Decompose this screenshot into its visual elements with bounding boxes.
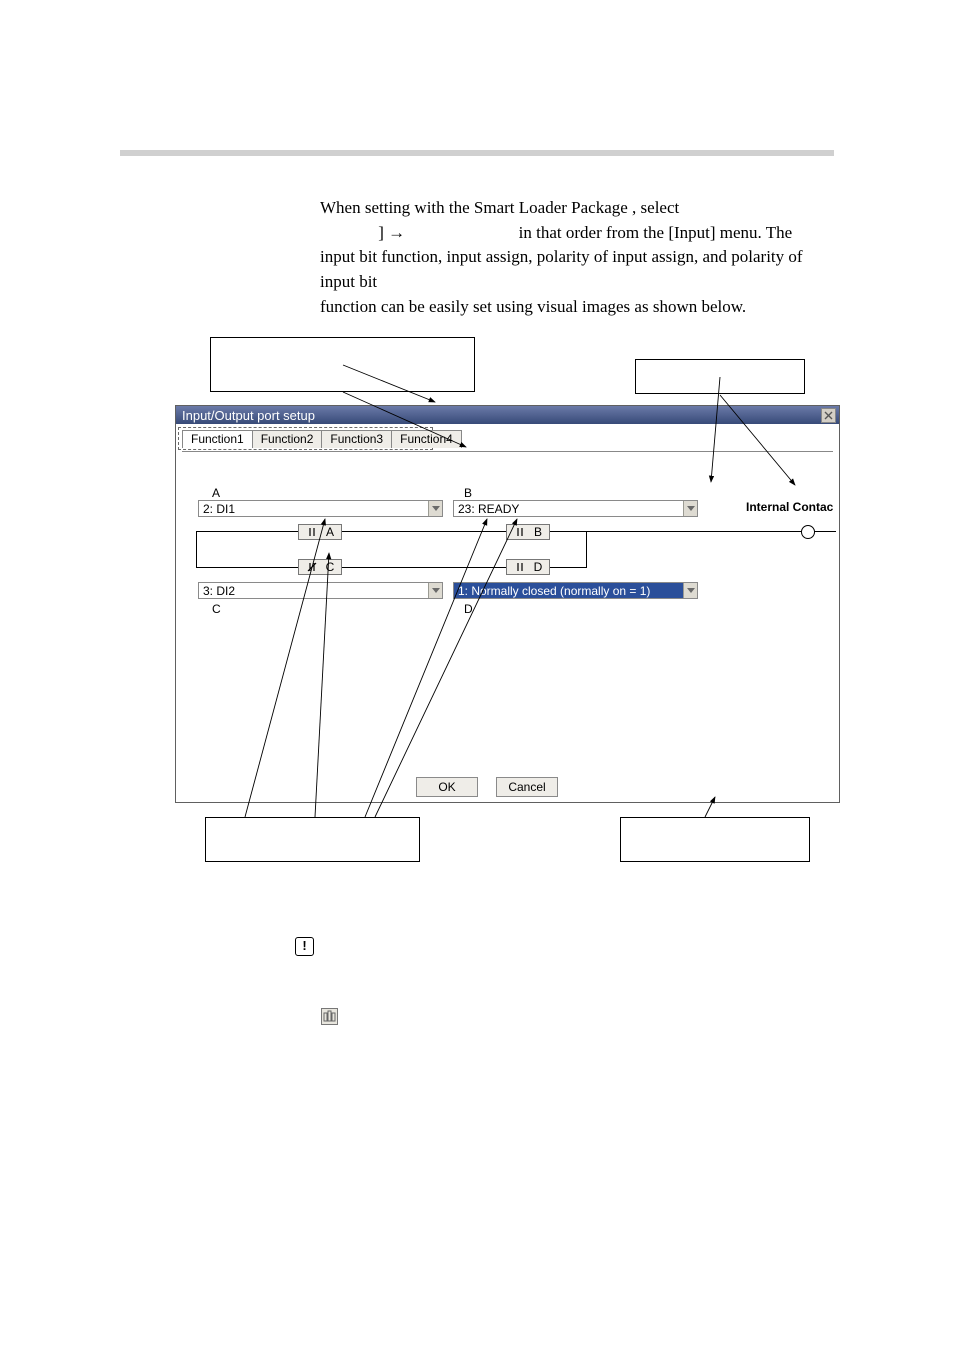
label-b: B <box>464 486 472 500</box>
tab-label: Function4 <box>400 432 453 446</box>
combo-b-value: 23: READY <box>454 501 683 516</box>
chevron-down-icon[interactable] <box>428 501 442 516</box>
io-port-setup-dialog: Input/Output port setup Function1 Functi… <box>175 405 840 803</box>
callout-box-top-left <box>210 337 475 392</box>
close-icon[interactable] <box>821 408 836 423</box>
chevron-down-icon[interactable] <box>428 583 442 598</box>
tab-function4[interactable]: Function4 <box>391 430 462 448</box>
combo-c[interactable]: 3: DI2 <box>198 582 443 599</box>
contact-b-label: B <box>534 525 542 539</box>
top-rule <box>120 150 834 156</box>
combo-a[interactable]: 2: DI1 <box>198 500 443 517</box>
window-icon <box>320 1007 339 1026</box>
combo-a-value: 2: DI1 <box>199 501 428 516</box>
contact-d: D <box>506 559 550 575</box>
contact-a-label: A <box>326 525 334 539</box>
intro-paragraph: When setting with the Smart Loader Packa… <box>320 196 834 319</box>
combo-c-value: 3: DI2 <box>199 583 428 598</box>
label-d: D <box>464 602 473 616</box>
caution-icon: ! <box>295 937 314 956</box>
chevron-down-icon[interactable] <box>683 501 697 516</box>
ladder-left-rail <box>196 531 197 568</box>
chevron-down-icon[interactable] <box>683 583 697 598</box>
intro-text: ] → <box>378 223 409 242</box>
dialog-title: Input/Output port setup <box>182 408 315 423</box>
contact-b: B <box>506 524 550 540</box>
intro-text: in that order from the [Input] menu. The <box>519 223 793 242</box>
ok-label: OK <box>438 780 455 794</box>
callout-box-top-right <box>635 359 805 394</box>
tab-function1[interactable]: Function1 <box>182 430 253 448</box>
ok-button[interactable]: OK <box>416 777 478 797</box>
contact-c-label: C <box>326 560 335 574</box>
combo-b[interactable]: 23: READY <box>453 500 698 517</box>
tab-label: Function2 <box>261 432 314 446</box>
page: When setting with the Smart Loader Packa… <box>0 150 954 1090</box>
cancel-label: Cancel <box>508 780 545 794</box>
internal-contact-label: Internal Contac <box>746 500 833 514</box>
figure: Input/Output port setup Function1 Functi… <box>175 337 854 897</box>
contact-d-label: D <box>534 560 543 574</box>
callout-box-bottom-left <box>205 817 420 862</box>
intro-text: with the Smart Loader Package <box>414 198 632 217</box>
intro-text: input bit function, input assign, polari… <box>320 247 803 291</box>
tabs: Function1 Function2 Function3 Function4 <box>182 430 461 448</box>
intro-text: When setting <box>320 198 414 217</box>
combo-d[interactable]: 1: Normally closed (normally on = 1) <box>453 582 698 599</box>
coil-icon <box>801 525 815 539</box>
tab-label: Function3 <box>330 432 383 446</box>
combo-d-value: 1: Normally closed (normally on = 1) <box>454 583 683 598</box>
ladder-join <box>586 531 587 568</box>
tab-function3[interactable]: Function3 <box>321 430 392 448</box>
intro-text: , select <box>632 198 679 217</box>
tab-label: Function1 <box>191 432 244 446</box>
label-c: C <box>212 602 221 616</box>
label-a: A <box>212 486 220 500</box>
tab-underline <box>182 451 833 452</box>
contact-c: C <box>298 559 342 575</box>
cancel-button[interactable]: Cancel <box>496 777 558 797</box>
ladder-top-rail <box>196 531 796 532</box>
handling-note-3 <box>320 1005 834 1030</box>
contact-a: A <box>298 524 342 540</box>
dialog-body: A B C D 2: DI1 23: READY 3: DI2 <box>176 452 839 802</box>
callout-box-bottom-right <box>620 817 810 862</box>
tabs-row: Function1 Function2 Function3 Function4 <box>176 424 839 452</box>
dialog-titlebar[interactable]: Input/Output port setup <box>176 406 839 424</box>
intro-text: function can be easily set using visual … <box>320 297 746 316</box>
tab-function2[interactable]: Function2 <box>252 430 323 448</box>
